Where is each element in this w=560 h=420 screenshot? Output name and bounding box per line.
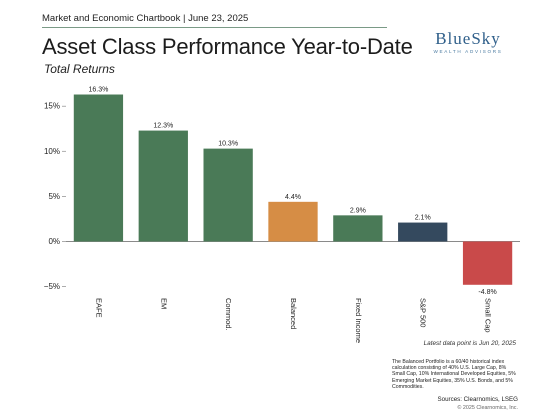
x-category-label: Small Cap [484, 298, 493, 333]
data-label: 2.9% [350, 207, 366, 214]
latest-data-note: Latest data point is Jun 20, 2025 [423, 340, 516, 347]
logo-tagline: WEALTH ADVISORS [433, 49, 503, 54]
page-subtitle: Total Returns [44, 62, 115, 76]
y-tick-label: 0% [48, 237, 60, 246]
chartbook-header: Market and Economic Chartbook | June 23,… [42, 13, 249, 24]
data-label: -4.8% [478, 289, 496, 296]
y-tick-label: −5% [44, 282, 60, 291]
data-label: 4.4% [285, 194, 301, 201]
brand-logo: BlueSky WEALTH ADVISORS [427, 30, 509, 54]
data-label: 16.3% [88, 87, 108, 94]
x-category-label: EM [159, 298, 168, 309]
y-tick-label: 10% [44, 147, 60, 156]
bar-em [138, 130, 188, 242]
bar-balanced [268, 201, 318, 242]
x-category-label: S&P 500 [419, 298, 428, 327]
page-title: Asset Class Performance Year-to-Date [42, 34, 413, 59]
copyright-text: © 2025 Clearnomics, Inc. [457, 405, 518, 411]
y-tick-label: 5% [48, 192, 60, 201]
sources-text: Sources: Clearnomics, LSEG [437, 396, 518, 403]
data-label: 10.3% [218, 141, 238, 148]
data-label: 12.3% [153, 123, 173, 130]
x-category-label: Commod. [224, 298, 233, 331]
bar-fixed-income [333, 215, 383, 242]
data-label: 2.1% [415, 215, 431, 222]
bar-commod- [203, 148, 253, 242]
x-category-label: EAFE [94, 298, 103, 318]
bar-eafe [73, 94, 124, 242]
header-divider [42, 27, 387, 28]
bar-s-p-500 [398, 222, 448, 242]
x-category-label: Balanced [289, 298, 298, 329]
x-category-label: Fixed Income [354, 298, 363, 343]
y-tick-label: 15% [44, 102, 60, 111]
balanced-portfolio-note: The Balanced Portfolio is a 60/40 histor… [392, 359, 516, 390]
logo-wordmark: BlueSky [435, 29, 501, 48]
bar-small-cap [462, 241, 513, 285]
